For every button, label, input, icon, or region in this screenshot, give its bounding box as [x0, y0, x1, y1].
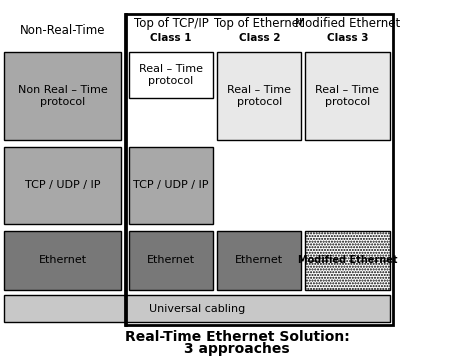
Text: Class 3: Class 3 — [327, 33, 368, 43]
Bar — [4, 231, 121, 290]
Text: Ethernet: Ethernet — [147, 256, 195, 265]
Bar — [129, 147, 213, 224]
Bar — [4, 147, 121, 224]
Bar — [217, 231, 301, 290]
Text: Modified Ethernet: Modified Ethernet — [298, 256, 397, 265]
Text: TCP / UDP / IP: TCP / UDP / IP — [25, 180, 100, 190]
Bar — [4, 295, 390, 322]
Bar — [129, 231, 213, 290]
Text: Class 2: Class 2 — [238, 33, 280, 43]
Text: Non-Real-Time: Non-Real-Time — [20, 24, 105, 37]
Text: Top of Ethernet: Top of Ethernet — [214, 17, 304, 30]
Text: Non Real – Time
protocol: Non Real – Time protocol — [18, 85, 108, 107]
Text: Top of TCP/IP: Top of TCP/IP — [134, 17, 209, 30]
Text: Modified Ethernet: Modified Ethernet — [295, 17, 400, 30]
Text: Real – Time
protocol: Real – Time protocol — [139, 64, 203, 86]
Text: Universal cabling: Universal cabling — [148, 304, 245, 314]
Text: Ethernet: Ethernet — [38, 256, 87, 265]
Bar — [305, 52, 390, 140]
Text: Real – Time
protocol: Real – Time protocol — [315, 85, 380, 107]
Text: 3 approaches: 3 approaches — [184, 342, 290, 356]
Bar — [305, 231, 390, 290]
Bar — [129, 52, 213, 97]
Text: Real-Time Ethernet Solution:: Real-Time Ethernet Solution: — [125, 329, 349, 344]
Text: Real – Time
protocol: Real – Time protocol — [227, 85, 292, 107]
Text: Ethernet: Ethernet — [235, 256, 283, 265]
Text: Class 1: Class 1 — [150, 33, 192, 43]
Bar — [217, 52, 301, 140]
Bar — [125, 14, 393, 325]
Bar — [4, 52, 121, 140]
Text: TCP / UDP / IP: TCP / UDP / IP — [133, 180, 209, 190]
